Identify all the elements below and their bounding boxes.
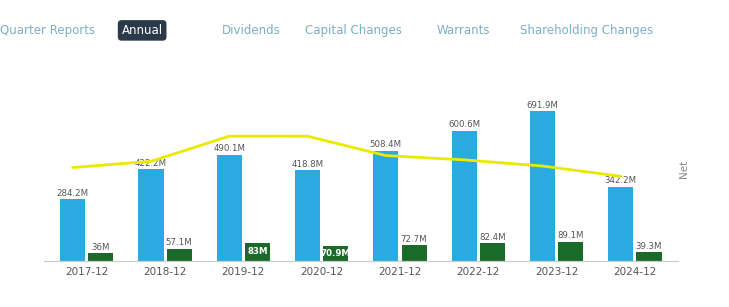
Text: Annual: Annual xyxy=(122,24,163,37)
Bar xyxy=(139,169,163,261)
Bar xyxy=(452,131,477,261)
Bar xyxy=(88,253,114,261)
Bar xyxy=(558,242,583,261)
Text: 57.1M: 57.1M xyxy=(166,238,192,247)
Bar xyxy=(530,111,555,261)
Bar xyxy=(323,246,348,261)
Text: 89.1M: 89.1M xyxy=(558,231,584,240)
Bar xyxy=(61,199,85,261)
Text: 691.9M: 691.9M xyxy=(526,101,558,110)
Text: 418.8M: 418.8M xyxy=(292,160,324,169)
Y-axis label: Net: Net xyxy=(679,160,688,178)
Bar xyxy=(217,155,242,261)
Text: Dividends: Dividends xyxy=(222,24,281,37)
Text: 83M: 83M xyxy=(247,247,268,256)
Text: 39.3M: 39.3M xyxy=(636,242,662,251)
Text: Shareholding Changes: Shareholding Changes xyxy=(521,24,653,37)
Text: 508.4M: 508.4M xyxy=(370,141,402,150)
Text: Quarter Reports: Quarter Reports xyxy=(0,24,95,37)
Bar xyxy=(636,252,661,261)
Bar xyxy=(167,249,192,261)
Text: 70.9M: 70.9M xyxy=(321,249,351,258)
Text: 600.6M: 600.6M xyxy=(448,120,480,130)
Text: Capital Changes: Capital Changes xyxy=(305,24,402,37)
Text: 72.7M: 72.7M xyxy=(401,235,427,244)
Text: Warrants: Warrants xyxy=(436,24,490,37)
Bar xyxy=(608,187,634,261)
Text: 284.2M: 284.2M xyxy=(57,189,89,198)
Bar xyxy=(402,245,426,261)
Bar xyxy=(373,151,399,261)
Text: 82.4M: 82.4M xyxy=(479,233,506,242)
Text: 490.1M: 490.1M xyxy=(214,144,246,154)
Bar xyxy=(295,170,320,261)
Text: 422.2M: 422.2M xyxy=(135,159,167,168)
Bar xyxy=(245,243,270,261)
Text: 342.2M: 342.2M xyxy=(605,177,637,185)
Bar xyxy=(480,243,505,261)
Text: 36M: 36M xyxy=(92,243,110,252)
